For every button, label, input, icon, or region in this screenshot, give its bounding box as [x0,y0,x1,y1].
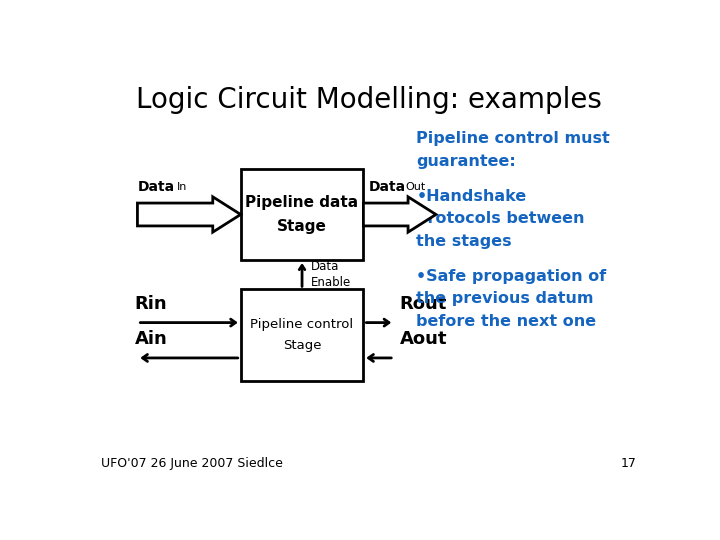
Text: •Handshake: •Handshake [416,188,527,204]
Text: Pipeline data: Pipeline data [246,194,359,210]
Text: In: In [177,183,187,192]
Text: Stage: Stage [277,219,327,234]
Text: Data: Data [138,180,174,194]
Polygon shape [364,197,436,232]
Text: before the next one: before the next one [416,314,597,329]
Text: •Safe propagation of: •Safe propagation of [416,268,607,284]
Text: protocols between: protocols between [416,211,585,226]
Bar [240,168,364,260]
Bar [240,289,364,381]
Text: Aout: Aout [400,330,447,348]
Text: Logic Circuit Modelling: examples: Logic Circuit Modelling: examples [136,85,602,113]
Text: the previous datum: the previous datum [416,292,594,306]
Text: Pipeline control: Pipeline control [251,318,354,331]
Text: UFO'07 26 June 2007 Siedlce: UFO'07 26 June 2007 Siedlce [101,457,283,470]
Text: Out: Out [405,183,426,192]
Text: guarantee:: guarantee: [416,154,516,169]
Text: Stage: Stage [283,339,321,352]
Text: Ain: Ain [135,330,167,348]
Text: Rin: Rin [135,295,167,313]
Text: 17: 17 [621,457,637,470]
Text: Data: Data [369,180,406,194]
Text: Rout: Rout [400,295,447,313]
Text: the stages: the stages [416,234,512,249]
Polygon shape [138,197,240,232]
Text: Pipeline control must: Pipeline control must [416,131,610,146]
Text: Data
Enable: Data Enable [310,260,351,289]
